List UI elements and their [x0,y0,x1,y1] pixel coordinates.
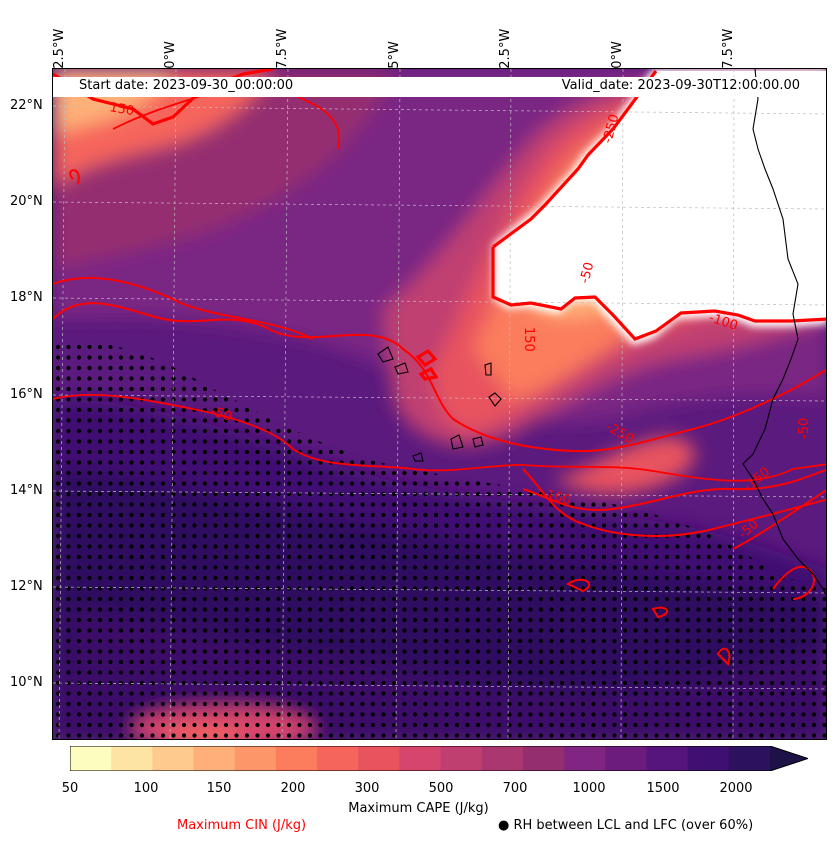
lat-label: 20°N [10,194,43,209]
coastline [377,69,826,597]
colorbar-cell [111,746,153,771]
colorbar-tick: 50 [61,781,79,796]
colorbar-tick: 2000 [719,781,753,796]
lat-label: 16°N [10,387,43,402]
colorbar-cell [687,746,730,771]
contour-label: -50 [577,261,597,285]
colorbar-cell [70,746,112,771]
colorbar-tick: 200 [280,781,306,796]
cin-legend-label: Maximum CIN (J/kg) [177,818,307,833]
lat-label: 22°N [10,98,43,113]
colorbar-cell [358,746,400,771]
no-data-region-core [501,71,826,339]
colorbar-cell [646,746,689,771]
contour-label: -50 [209,404,234,425]
colorbar-outline [70,746,808,771]
colorbar-cells [70,746,771,771]
cape-map: 150 -250 -50 150 -100 -50 -250 -100 -150… [52,68,827,740]
contour-label: -50 [797,418,812,439]
lat-label: 18°N [10,290,43,305]
colorbar-cell [152,746,195,771]
lat-label: 12°N [10,579,43,594]
colorbar-cell [234,746,277,771]
colorbar-cell [481,746,524,771]
colorbar-tick: 300 [354,781,380,796]
rh-legend-label: ● RH between LCL and LFC (over 60%) [498,818,754,833]
colorbar-cell [275,746,318,771]
colorbar-tick: 700 [502,781,528,796]
colorbar-tick: 1500 [646,781,680,796]
lat-label: 14°N [10,483,43,498]
contour-label: -100 [540,486,572,508]
contour-label: 150 [108,100,135,119]
colorbar-extend-arrow [770,746,808,771]
colorbar-cell [605,746,647,771]
cape-colorbar [70,746,808,771]
colorbar-cell [564,746,606,771]
contour-label: 150 [521,327,536,352]
colorbar-tick: 500 [428,781,454,796]
colorbar-cell [193,746,236,771]
colorbar-tick: 150 [206,781,232,796]
colorbar-title: Maximum CAPE (J/kg) [348,801,489,816]
map-canvas: 150 -250 -50 150 -100 -50 -250 -100 -150… [53,69,826,739]
start-date: Start date: 2023-09-30_00:00:00 [79,78,294,93]
colorbar-cell [728,746,771,771]
contour-label: -250 [600,113,622,145]
cin-contour-thick [53,69,826,381]
valid-date: Valid_date: 2023-09-30T12:00:00.00 [561,78,800,93]
lat-label: 10°N [10,675,43,690]
colorbar-cell [399,746,442,771]
colorbar-tick: 1000 [572,781,606,796]
colorbar-tick: 100 [133,781,159,796]
date-info-bar: Start date: 2023-09-30_00:00:00 Valid_da… [53,77,825,97]
colorbar-cell [440,746,483,771]
colorbar-cell [317,746,359,771]
colorbar-cell [522,746,565,771]
